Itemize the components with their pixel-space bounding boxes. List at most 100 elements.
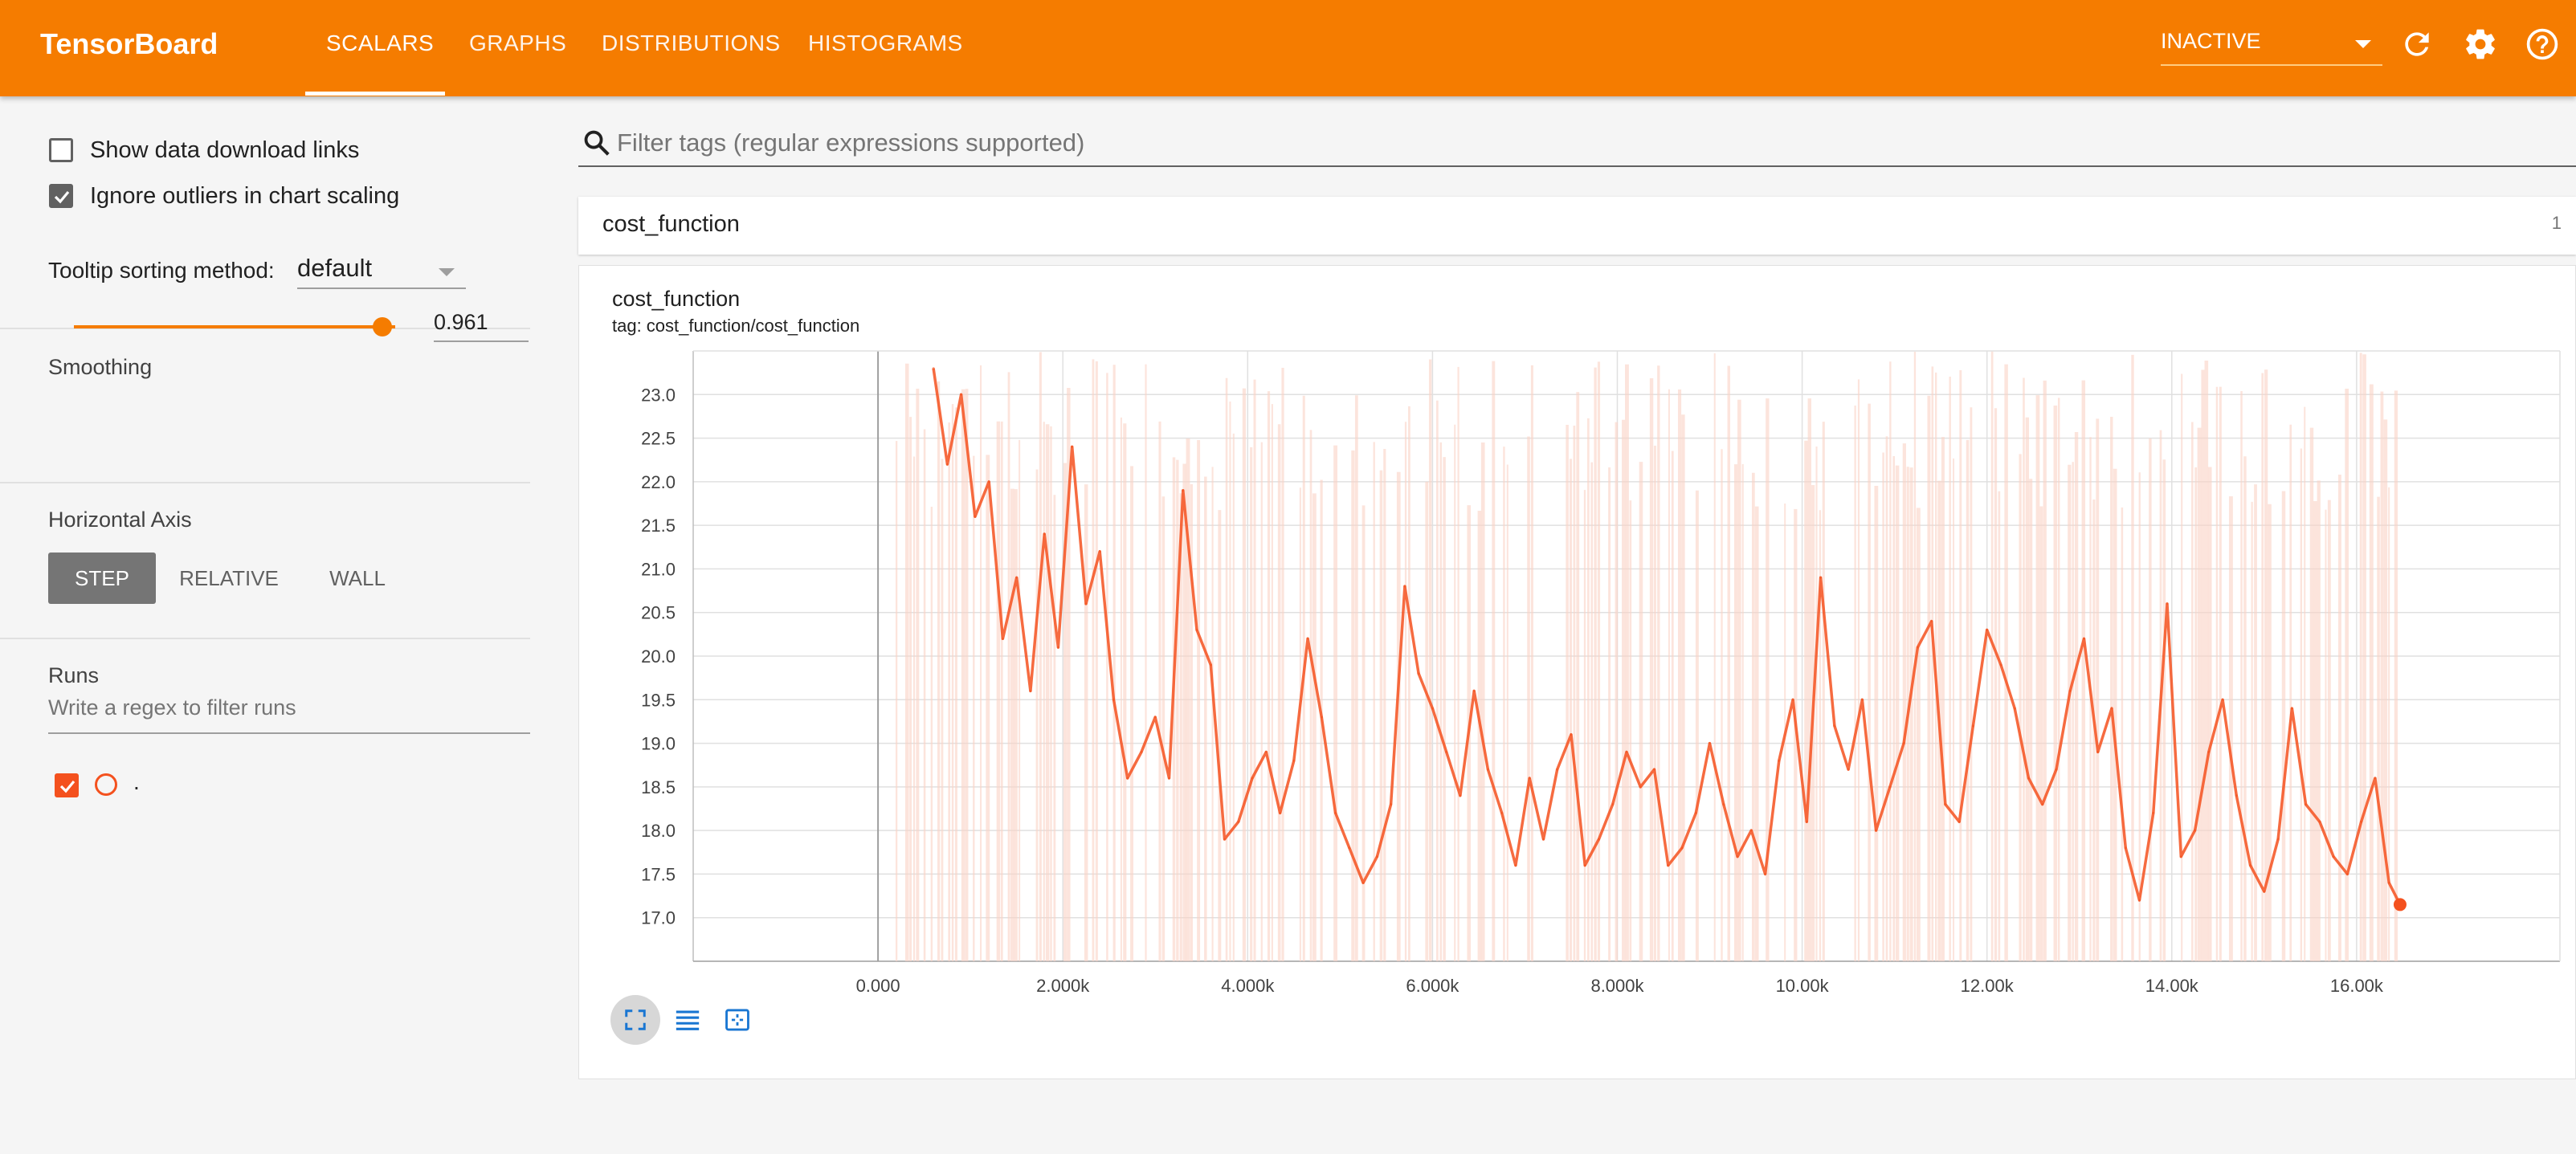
help-icon[interactable] (2525, 27, 2560, 62)
data-point (932, 367, 935, 370)
data-point (1888, 785, 1892, 789)
tab-scalars[interactable]: SCALARS (326, 31, 435, 55)
tooltip-sorting-label: Tooltip sorting method: (48, 258, 275, 283)
tag-group-count: 1 (2551, 213, 2562, 233)
data-point (1056, 646, 1059, 649)
smoothing-slider-knob[interactable] (373, 317, 393, 336)
data-point (974, 515, 977, 518)
tooltip-sorting-dropdown[interactable]: default (297, 254, 466, 289)
data-point (1417, 672, 1420, 675)
data-point (1541, 838, 1545, 841)
toggle-expand-button[interactable] (712, 995, 762, 1045)
last-value-marker (2393, 898, 2407, 911)
data-point (1570, 733, 1573, 736)
show-download-links-label: Show data download links (90, 137, 360, 163)
data-point (2290, 707, 2293, 710)
inactive-plugins-dropdown[interactable]: INACTIVE (2161, 29, 2382, 66)
data-point (1015, 576, 1019, 579)
data-point (1486, 768, 1489, 771)
smoothing-value-input[interactable]: 0.961 (434, 310, 529, 342)
data-point (1500, 811, 1504, 814)
smoothing-label: Smoothing (48, 355, 153, 379)
data-point (1611, 803, 1615, 806)
data-point (1764, 872, 1767, 875)
y-tick-label: 20.0 (641, 646, 676, 667)
data-point (2166, 602, 2169, 606)
data-point (1708, 742, 1712, 745)
y-tick-label: 18.0 (641, 821, 676, 841)
x-tick-label: 16.00k (2330, 976, 2384, 996)
tab-graphs[interactable]: GRAPHS (469, 31, 567, 55)
log-scale-button[interactable] (663, 995, 712, 1045)
chevron-down-icon (439, 268, 455, 276)
data-point (1930, 620, 1933, 623)
fit-domain-button[interactable] (610, 995, 660, 1045)
data-point (2152, 811, 2155, 814)
data-point (1306, 637, 1309, 640)
data-point (1001, 637, 1004, 640)
data-point (1182, 489, 1185, 492)
ignore-outliers-checkbox[interactable] (49, 184, 73, 208)
data-point (2096, 750, 2100, 753)
refresh-icon[interactable] (2399, 27, 2435, 62)
axis-relative-button[interactable]: RELATIVE (179, 566, 279, 590)
data-point (1986, 628, 1989, 631)
data-point (1279, 811, 1282, 814)
data-point (1736, 855, 1739, 858)
run-checkbox[interactable] (55, 773, 79, 797)
data-point (1958, 820, 1961, 823)
active-tab-indicator (305, 92, 445, 96)
y-tick-label: 20.5 (641, 603, 676, 623)
data-point (2249, 864, 2252, 867)
smoothing-slider-track[interactable] (74, 325, 395, 328)
x-tick-label: 10.00k (1776, 976, 1830, 996)
runs-regex-input[interactable]: Write a regex to filter runs (48, 695, 530, 734)
x-tick-label: 14.00k (2145, 976, 2199, 996)
data-point (1680, 846, 1684, 850)
chevron-down-icon (2355, 40, 2371, 48)
y-tick-label: 22.5 (641, 429, 676, 449)
data-point (960, 393, 963, 396)
data-point (1153, 716, 1157, 719)
data-point (1403, 585, 1406, 588)
data-point (1528, 777, 1531, 780)
tab-distributions[interactable]: DISTRIBUTIONS (602, 31, 781, 55)
axis-step-button[interactable]: STEP (48, 553, 156, 604)
data-point (2138, 899, 2141, 902)
x-tick-label: 6.000k (1406, 976, 1459, 996)
run-color-radio[interactable] (95, 773, 117, 796)
horizontal-axis-label: Horizontal Axis (48, 508, 192, 532)
data-point (2305, 803, 2308, 806)
data-point (2027, 777, 2030, 780)
scalar-line-chart[interactable]: 17.0 17.5 18.0 18.5 19.0 19.5 20.0 20.5 21.0 21.5… (579, 266, 2576, 1080)
settings-icon[interactable] (2463, 27, 2498, 62)
data-point (1445, 750, 1448, 753)
data-point (1971, 724, 1974, 728)
runs-label: Runs (48, 663, 100, 687)
data-point (1431, 707, 1434, 710)
series-line (932, 368, 2402, 906)
tag-filter-input[interactable]: Filter tags (regular expressions support… (578, 120, 2576, 167)
x-tick-label: 8.000k (1590, 976, 1644, 996)
tag-group-header[interactable]: cost_function 1 (578, 197, 2576, 255)
data-point (1667, 864, 1670, 867)
data-point (1264, 750, 1268, 753)
data-point (1334, 811, 1337, 814)
data-point (1597, 838, 1600, 841)
data-point (2068, 689, 2072, 692)
data-point (1999, 663, 2002, 667)
y-tick-label: 19.5 (641, 690, 676, 710)
toggle-expand-icon (725, 1009, 749, 1031)
tab-histograms[interactable]: HISTOGRAMS (808, 31, 963, 55)
axis-wall-button[interactable]: WALL (329, 566, 386, 590)
tag-filter-placeholder: Filter tags (regular expressions support… (617, 128, 1085, 157)
sidebar: Show data download links Ignore outliers… (0, 96, 530, 1154)
y-tick-label: 21.0 (641, 559, 676, 579)
data-point (1902, 742, 1905, 745)
data-point (1029, 689, 1032, 692)
show-download-links-checkbox[interactable] (49, 138, 73, 162)
data-point (1749, 829, 1753, 832)
data-point (1791, 698, 1794, 701)
data-point (1653, 768, 1656, 771)
inactive-dropdown-label: INACTIVE (2161, 29, 2261, 53)
